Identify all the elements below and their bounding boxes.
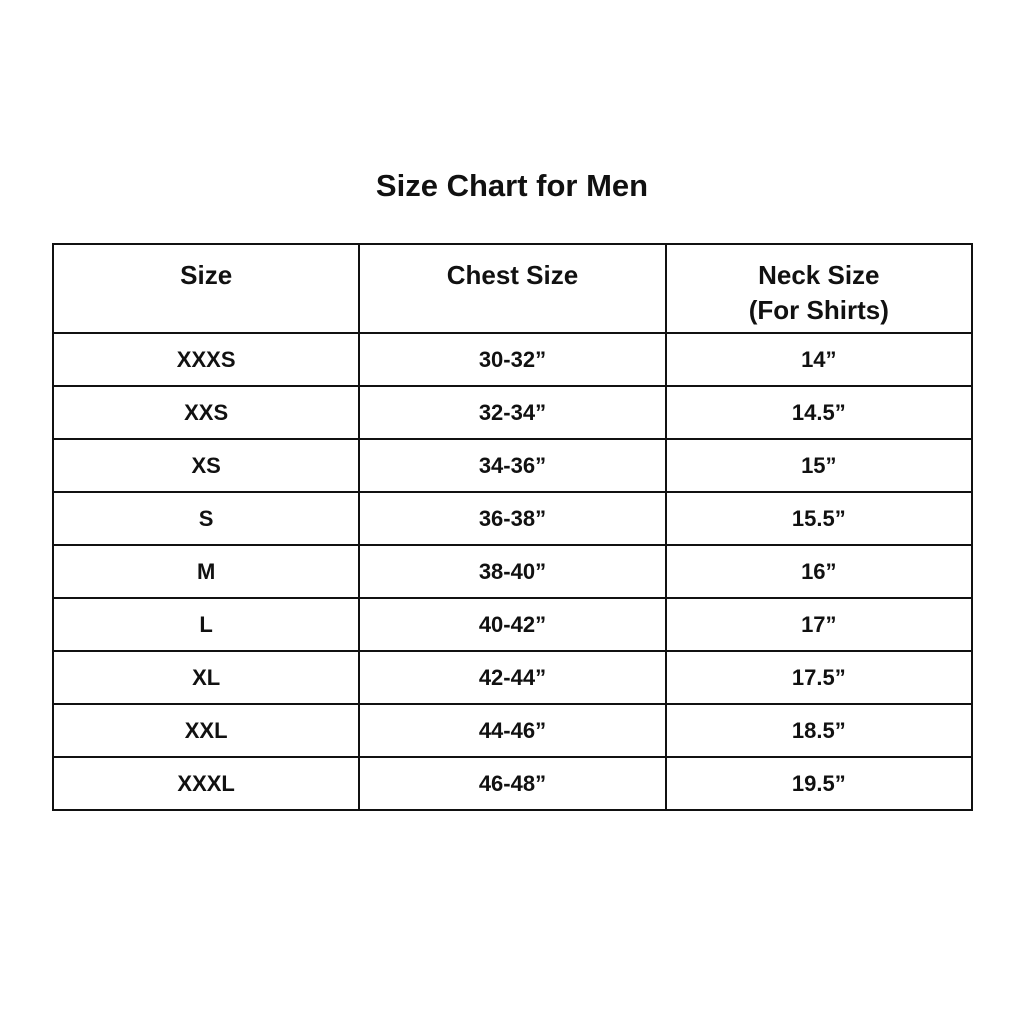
- size-cell: L: [51, 597, 361, 652]
- neck-size-cell: 17.5”: [664, 650, 974, 705]
- header-neck-size-note: (For Shirts): [748, 295, 889, 325]
- chest-size-cell: 36-38”: [358, 491, 667, 546]
- chest-size-cell: 42-44”: [358, 650, 667, 705]
- size-table: Size Chest Size Neck Size (For Shirts) X…: [51, 243, 974, 811]
- neck-size-cell: 15.5”: [664, 491, 974, 546]
- table-row: XS 34-36” 15”: [51, 438, 974, 493]
- chest-size-cell: 34-36”: [358, 438, 667, 493]
- chest-size-cell: 46-48”: [358, 756, 667, 811]
- table-row: XXL 44-46” 18.5”: [51, 703, 974, 758]
- neck-size-cell: 18.5”: [664, 703, 974, 758]
- header-chest-size: Chest Size: [358, 243, 667, 334]
- chest-size-cell: 30-32”: [358, 332, 667, 387]
- neck-size-cell: 14.5”: [664, 385, 974, 440]
- table-row: XXXL 46-48” 19.5”: [51, 756, 974, 811]
- chest-size-cell: 32-34”: [358, 385, 667, 440]
- chest-size-cell: 40-42”: [358, 597, 667, 652]
- table-row: L 40-42” 17”: [51, 597, 974, 652]
- neck-size-cell: 15”: [664, 438, 974, 493]
- header-neck-size: Neck Size (For Shirts): [664, 243, 974, 334]
- neck-size-cell: 17”: [664, 597, 974, 652]
- table-row: XL 42-44” 17.5”: [51, 650, 974, 705]
- chest-size-cell: 44-46”: [358, 703, 667, 758]
- table-header-row: Size Chest Size Neck Size (For Shirts): [51, 243, 974, 334]
- size-cell: XXXS: [51, 332, 361, 387]
- size-cell: S: [51, 491, 361, 546]
- chest-size-cell: 38-40”: [358, 544, 667, 599]
- size-cell: XL: [51, 650, 361, 705]
- table-row: XXXS 30-32” 14”: [51, 332, 974, 387]
- neck-size-cell: 19.5”: [664, 756, 974, 811]
- header-size: Size: [51, 243, 361, 334]
- page-title: Size Chart for Men: [375, 168, 649, 203]
- size-cell: XS: [51, 438, 361, 493]
- size-cell: XXS: [51, 385, 361, 440]
- neck-size-cell: 16”: [664, 544, 974, 599]
- table-row: M 38-40” 16”: [51, 544, 974, 599]
- neck-size-cell: 14”: [664, 332, 974, 387]
- table-row: XXS 32-34” 14.5”: [51, 385, 974, 440]
- table-row: S 36-38” 15.5”: [51, 491, 974, 546]
- size-cell: M: [51, 544, 361, 599]
- size-cell: XXL: [51, 703, 361, 758]
- header-neck-size-label: Neck Size: [758, 260, 880, 290]
- size-cell: XXXL: [51, 756, 361, 811]
